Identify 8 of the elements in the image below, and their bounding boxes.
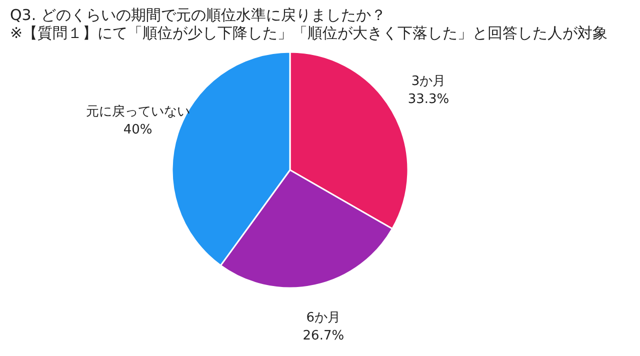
chart-subtitle: ※【質問１】にて「順位が少し下降した」「順位が大きく下落した」と回答した人が対象 [10, 24, 608, 42]
data-label: 33.3% [408, 92, 450, 107]
data-label: 26.7% [302, 328, 344, 344]
slice-label: 3か月 [411, 74, 446, 89]
data-label: 40% [123, 122, 152, 138]
chart-title: Q3. どのくらいの期間で元の順位水準に戻りましたか？ [10, 6, 386, 24]
slice-label: 元に戻っていない [86, 104, 190, 120]
slice-label: 6か月 [306, 310, 341, 326]
